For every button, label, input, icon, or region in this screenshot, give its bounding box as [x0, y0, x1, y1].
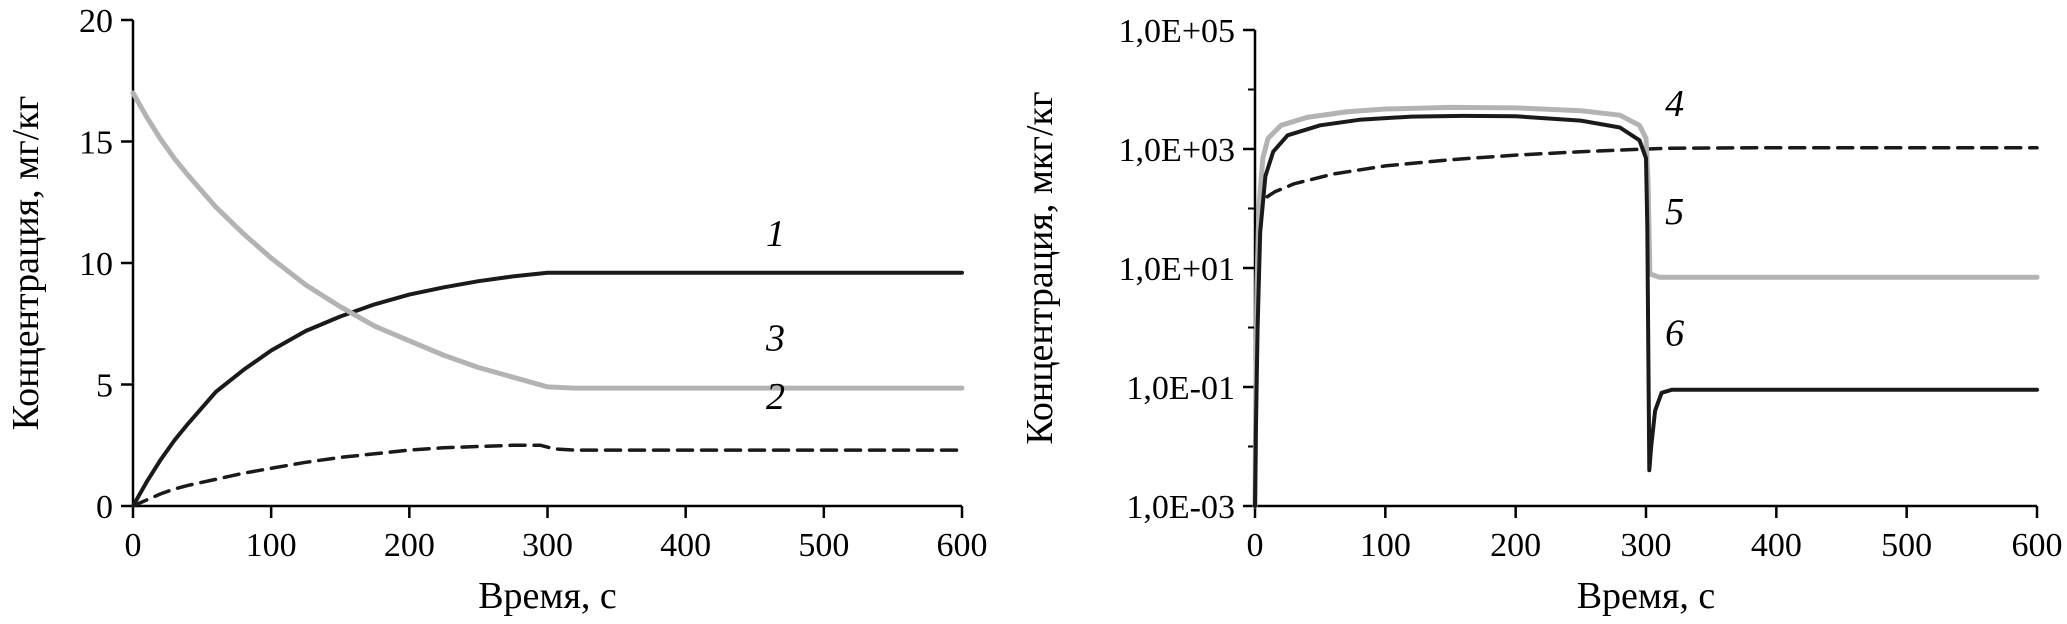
chart-linear-svg: 0 100 200 300 400 500 600 0 5 10 15 20 Время, с Конце… — [5, 3, 988, 617]
y-axis-title: Концентрация, мкг/кг — [1019, 91, 1061, 444]
y-tick-label: 15 — [79, 125, 113, 162]
x-tick-label: 600 — [937, 527, 988, 564]
axis-lines — [131, 20, 962, 508]
x-tick-label: 300 — [1621, 527, 1672, 564]
x-tick-label: 400 — [660, 527, 711, 564]
x-tick-label: 0 — [125, 527, 142, 564]
y-axis-title: Концентрация, мг/кг — [5, 96, 47, 431]
chart-log-svg: 0 100 200 300 400 500 600 1,0E-03 1,0E-01 1,0E+01… — [1019, 13, 2063, 617]
curve-label-6: 6 — [1665, 312, 1684, 354]
y-tick-label: 1,0E+05 — [1119, 13, 1235, 50]
y-tick-label: 1,0E+03 — [1119, 132, 1235, 169]
y-tick-label: 20 — [79, 3, 113, 40]
x-tick-label: 100 — [1360, 527, 1411, 564]
y-tick-label: 10 — [79, 246, 113, 283]
x-tick-label: 200 — [1490, 527, 1541, 564]
x-tick-label: 0 — [1247, 527, 1264, 564]
chart-group: 0 100 200 300 400 500 600 0 5 10 15 20 Время, с Конце… — [5, 3, 988, 617]
y-tick-label: 1,0E+01 — [1119, 251, 1235, 288]
curve-label-5: 5 — [1665, 191, 1684, 233]
series-curve-3 — [130, 90, 965, 391]
curve-label-3: 3 — [765, 317, 785, 359]
chart-group: 0 100 200 300 400 500 600 1,0E-03 1,0E-01 1,0E+01… — [1019, 13, 2063, 617]
y-tick-label: 0 — [96, 489, 113, 526]
y-tick-label: 5 — [96, 368, 113, 405]
chart-concentration-linear: 0 100 200 300 400 500 600 0 5 10 15 20 Время, с Конце… — [0, 0, 990, 624]
y-tick-label: 1,0E-03 — [1126, 489, 1235, 526]
curve-label-1: 1 — [766, 213, 785, 255]
x-tick-label: 100 — [246, 527, 297, 564]
x-tick-label: 500 — [1881, 527, 1932, 564]
curve-label-2: 2 — [766, 376, 785, 418]
series-curve-2 — [131, 443, 964, 508]
x-tick-label: 300 — [522, 527, 573, 564]
x-tick-label: 500 — [798, 527, 849, 564]
y-tick-label: 1,0E-01 — [1126, 370, 1235, 407]
chart-concentration-log: 0 100 200 300 400 500 600 1,0E-03 1,0E-01 1,0E+01… — [990, 0, 2067, 624]
series-curve-6 — [1253, 113, 2039, 508]
x-axis-title: Время, с — [478, 575, 617, 617]
x-axis-title: Время, с — [1577, 575, 1716, 617]
x-tick-label: 200 — [384, 527, 435, 564]
x-tick-label: 600 — [2012, 527, 2063, 564]
series-curve-1 — [131, 270, 964, 508]
curve-label-4: 4 — [1665, 83, 1684, 125]
x-tick-label: 400 — [1751, 527, 1802, 564]
